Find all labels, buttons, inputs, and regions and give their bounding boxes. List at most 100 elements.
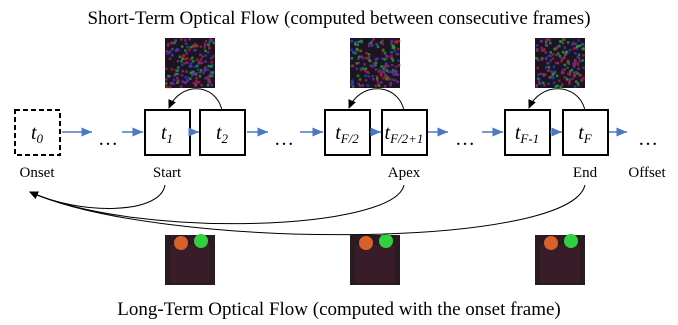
pixel xyxy=(371,44,374,47)
pixel xyxy=(351,84,354,87)
pixel xyxy=(577,84,580,87)
pixel xyxy=(550,71,553,74)
pixel xyxy=(549,42,552,45)
pixel xyxy=(543,84,546,87)
pixel xyxy=(537,73,540,76)
pixel xyxy=(539,83,542,86)
pixel xyxy=(392,73,395,76)
pixel xyxy=(186,52,189,55)
pixel xyxy=(572,42,575,45)
pixel xyxy=(170,82,173,85)
pixel xyxy=(190,72,193,75)
pixel xyxy=(194,49,197,52)
pixel xyxy=(576,45,579,48)
pixel xyxy=(384,52,387,55)
pixel xyxy=(374,85,377,88)
pixel xyxy=(209,79,212,82)
pixel xyxy=(351,40,354,43)
pixel xyxy=(538,78,541,81)
pixel xyxy=(361,84,364,87)
pixel xyxy=(208,46,211,49)
pixel xyxy=(565,51,568,54)
pixel xyxy=(350,49,353,52)
pixel xyxy=(579,60,582,63)
pixel xyxy=(547,62,550,65)
pixel xyxy=(200,45,203,48)
pixel xyxy=(209,38,212,41)
pixel xyxy=(174,39,177,42)
pixel xyxy=(574,52,577,55)
pixel xyxy=(563,76,566,79)
pixel xyxy=(179,55,182,58)
pixel xyxy=(385,57,388,60)
pixel xyxy=(384,66,387,69)
pixel xyxy=(207,44,210,47)
pixel xyxy=(207,51,210,54)
pixel xyxy=(359,78,362,81)
pixel xyxy=(195,77,198,80)
pixel xyxy=(556,85,559,88)
pixel xyxy=(357,57,360,60)
pixel xyxy=(395,70,398,73)
pixel xyxy=(190,62,193,64)
pixel xyxy=(188,49,191,52)
pixel xyxy=(574,59,577,62)
pixel xyxy=(391,70,394,73)
pixel xyxy=(364,74,367,77)
pixel xyxy=(385,78,388,81)
pixel xyxy=(207,77,210,80)
blob xyxy=(194,234,208,248)
phase-label: Start xyxy=(153,165,182,181)
title-bottom: Long-Term Optical Flow (computed with th… xyxy=(117,299,560,320)
pixel xyxy=(575,71,578,74)
phase-label: Offset xyxy=(628,165,666,181)
phase-label: Apex xyxy=(388,165,421,181)
pixel xyxy=(204,50,207,53)
pixel xyxy=(372,78,375,81)
pixel xyxy=(165,68,168,71)
pixel xyxy=(536,49,539,52)
pixel xyxy=(578,57,581,60)
pixel xyxy=(553,82,556,85)
pixel xyxy=(556,46,559,49)
pixel xyxy=(397,59,400,62)
pixel xyxy=(169,51,172,54)
pixel xyxy=(568,82,571,85)
pixel xyxy=(390,41,393,44)
phase-label: End xyxy=(573,165,598,181)
pixel xyxy=(357,44,360,47)
pixel xyxy=(357,41,360,44)
pixel xyxy=(394,50,397,53)
pixel xyxy=(390,82,393,85)
pixel xyxy=(173,42,176,45)
pixel xyxy=(204,77,207,80)
pixel xyxy=(170,245,210,283)
pixel xyxy=(181,64,184,67)
pixel xyxy=(204,60,207,63)
pixel xyxy=(567,62,570,65)
pixel xyxy=(536,67,539,70)
pixel xyxy=(194,84,197,87)
pixel xyxy=(569,49,572,52)
pixel xyxy=(573,47,576,50)
pixel xyxy=(574,43,577,46)
pixel xyxy=(371,75,374,78)
pixel xyxy=(387,65,390,68)
pixel xyxy=(370,42,373,45)
pixel xyxy=(578,74,581,77)
pixel xyxy=(395,65,398,68)
pixel xyxy=(356,49,359,52)
pixel xyxy=(548,76,551,79)
pixel xyxy=(566,78,569,81)
pixel xyxy=(369,59,372,62)
pixel xyxy=(557,62,560,65)
pixel xyxy=(542,82,545,85)
pixel xyxy=(176,77,179,80)
pixel xyxy=(385,54,388,57)
pixel xyxy=(559,40,562,43)
pixel xyxy=(200,84,203,87)
pixel xyxy=(167,75,170,78)
blob xyxy=(379,234,393,248)
pixel xyxy=(545,44,548,47)
pixel xyxy=(166,86,169,89)
